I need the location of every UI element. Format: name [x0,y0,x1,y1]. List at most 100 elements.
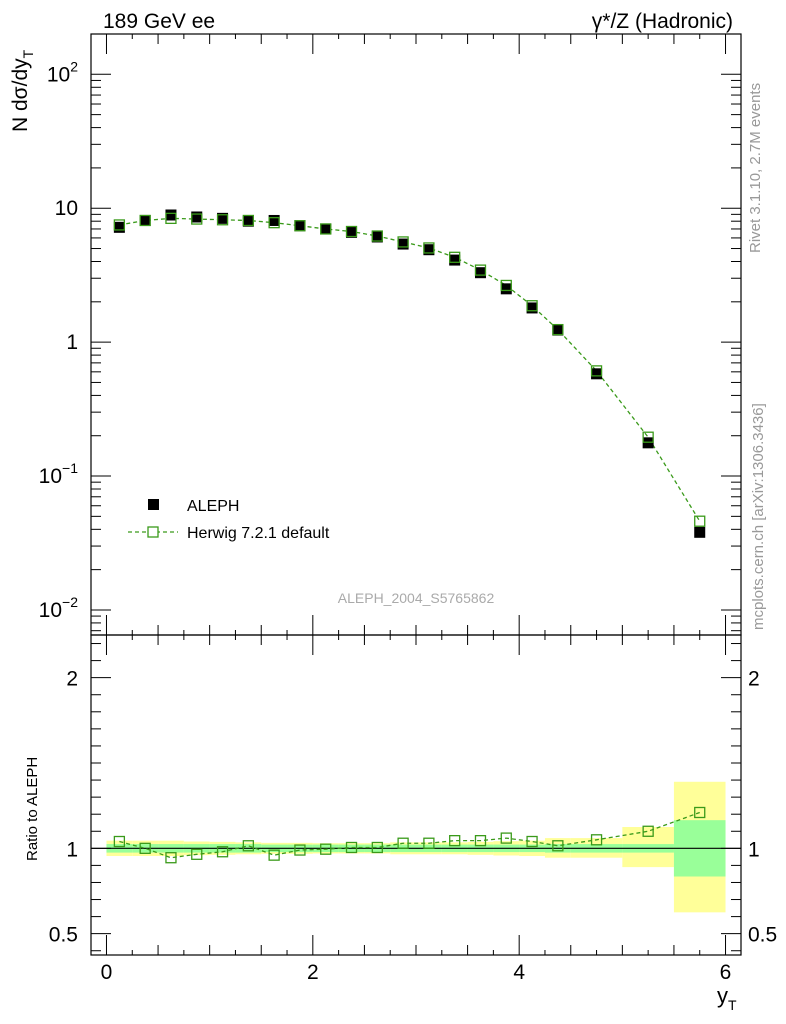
herwig-point [526,300,538,312]
ratio-panel: 0.5 0.5 1 1 2 2 [49,634,777,956]
ratio-herwig-point [694,806,706,819]
ratio-herwig-point [500,832,512,844]
aleph-point [474,267,486,279]
ratio-ytick-label: 2 [66,668,78,691]
main-ytick-label: 10 [55,197,78,220]
ratio-ytick-label-right: 2 [748,668,760,691]
analysis-watermark: ALEPH_2004_S5765862 [338,590,495,606]
main-ytick-label: 10−2 [39,594,79,622]
aleph-point [526,302,538,314]
herwig-point [474,264,487,276]
ratio-herwig-point [526,835,538,848]
herwig-point [552,323,564,336]
aleph-point [397,238,409,250]
herwig-point [423,242,435,254]
aleph-point [113,221,125,233]
herwig-point [397,236,409,248]
aleph-point [371,231,383,243]
ratio-herwig-point [191,848,203,860]
main-ytick-label: 102 [47,58,78,86]
herwig-point [294,220,306,232]
legend-marker-aleph [148,499,159,510]
ratio-herwig-point [113,835,126,848]
herwig-point [216,214,229,226]
aleph-point [165,209,177,221]
main-ytick-label: 10−1 [39,460,79,488]
aleph-point [217,212,229,224]
aleph-point [268,214,280,226]
herwig-point [371,230,383,242]
x-axis-label-sub: T [728,997,737,1013]
ratio-ytick-label-right: 1 [748,838,760,861]
main-frame [90,33,742,636]
rivet-label: Rivet 3.1.10, 2.7M events [747,83,764,253]
main-ylabel: N dσ/dyT [9,49,36,132]
ratio-ytick-label: 1 [66,838,78,861]
ratio-herwig-point [216,846,229,858]
ratio-frame [90,634,742,956]
herwig-point [500,279,512,292]
aleph-point [423,244,435,256]
ratio-herwig-point [345,841,358,854]
herwig-point [642,431,654,443]
ratio-herwig-point [294,844,306,856]
ratio-herwig-point [397,837,409,849]
ratio-herwig-point [242,840,254,852]
svg-text:yT: yT [717,983,737,1013]
legend-marker-herwig [147,526,159,538]
x-axis-label-text: y [717,983,728,1008]
svg-text:N dσ/dyT: N dσ/dyT [9,49,36,132]
aleph-point [191,211,203,223]
aleph-point [591,368,603,380]
aleph-point [320,223,332,235]
aleph-point [139,214,151,226]
main-ytick-label: 1 [66,331,78,354]
aleph-point [449,254,461,266]
legend: ALEPH Herwig 7.2.1 default [128,498,330,542]
x-tick-label: 0 [101,961,113,984]
ratio-herwig-point [642,825,654,837]
herwig-point [449,251,461,263]
ratio-herwig-point [371,841,383,854]
aleph-point [694,526,706,538]
energy-title: 189 GeV ee [103,10,215,33]
aleph-point [294,220,306,232]
ratio-herwig-point [165,852,177,864]
legend-label-herwig: Herwig 7.2.1 default [187,525,330,542]
herwig-point [165,212,177,225]
aleph-point [500,283,512,295]
herwig-line [119,217,701,522]
herwig-point [268,217,280,229]
ratio-ytick-label-right: 0.5 [748,924,777,947]
x-tick-label: 4 [513,961,525,984]
main-ylabel-text: N dσ/dy [9,58,32,132]
aleph-point [242,215,254,227]
herwig-point [139,214,151,227]
main-ylabel-sub: T [20,49,36,58]
ratio-herwig-point [139,842,151,854]
ratio-herwig-point [449,835,461,847]
mcplots-label: mcplots.cern.ch [arXiv:1306.3436] [750,403,767,630]
ratio-herwig-point [590,834,603,846]
aleph-point [346,226,358,238]
x-axis-label: yT [717,983,737,1013]
process-title: γ*/Z (Hadronic) [592,10,733,33]
x-tick-label: 6 [720,961,732,984]
ratio-herwig-line [119,811,700,859]
ratio-herwig-point [474,835,487,847]
herwig-point [345,225,358,238]
herwig-point [191,213,203,225]
ratio-herwig-point [268,849,280,861]
herwig-point [320,223,332,235]
x-tick-label: 2 [307,961,319,984]
ratio-ylabel: Ratio to ALEPH [24,757,41,861]
herwig-point [242,214,254,227]
ratio-herwig-point [320,843,332,855]
ratio-herwig-point [552,840,564,852]
ratio-herwig-point [423,837,435,849]
herwig-point [590,365,603,377]
ratio-ytick-label: 0.5 [49,924,78,947]
legend-label-aleph: ALEPH [187,498,239,515]
main-panel: 10−2 10−1 1 10 102 ALEPH_2004_S5765862 [39,33,742,636]
